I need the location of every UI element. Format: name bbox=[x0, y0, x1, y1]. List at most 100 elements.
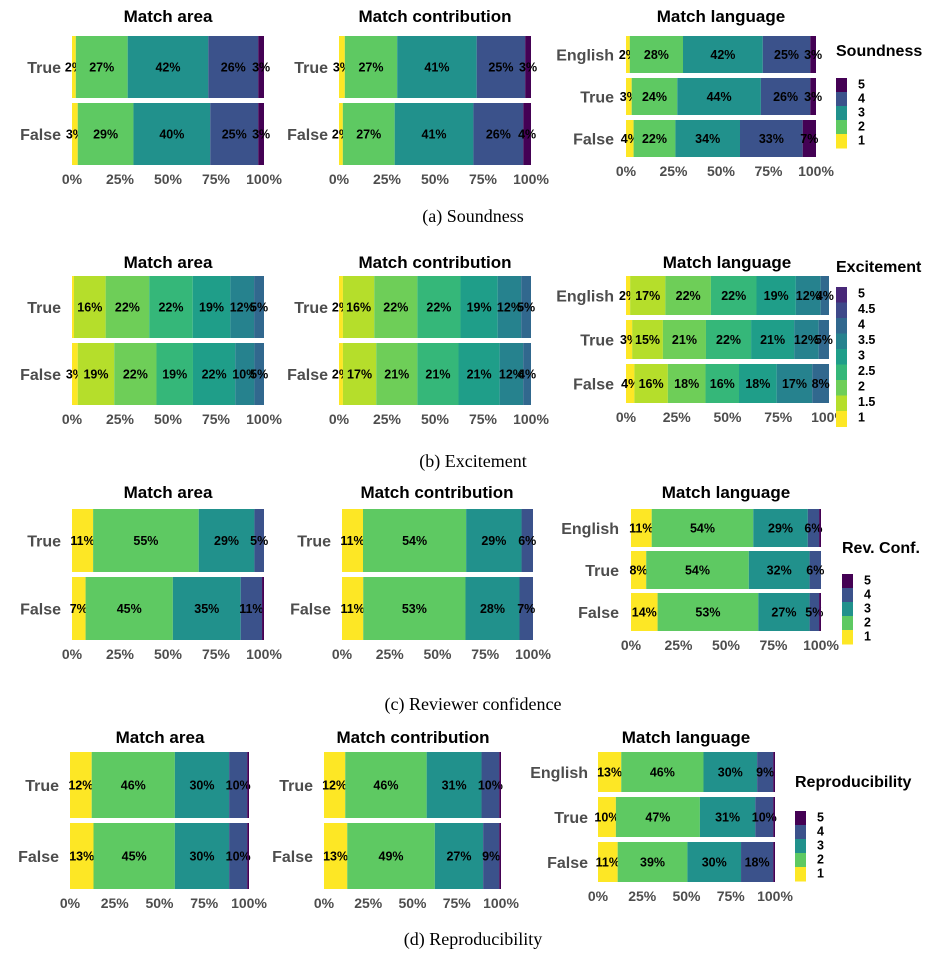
bar-segment bbox=[347, 823, 435, 889]
row-label: English bbox=[556, 48, 614, 65]
bar-segment bbox=[710, 276, 757, 315]
segment-label: 19% bbox=[83, 368, 108, 382]
panel-title: Match language bbox=[662, 483, 790, 502]
bar-segment bbox=[615, 797, 700, 837]
x-tick-label: 50% bbox=[421, 171, 450, 187]
x-tick-label: 100% bbox=[515, 646, 551, 662]
bar-segment bbox=[254, 509, 264, 572]
segment-label: 9% bbox=[756, 766, 774, 780]
bar-segment bbox=[342, 343, 377, 405]
legend-swatch bbox=[836, 349, 847, 365]
legend-swatch bbox=[836, 92, 847, 107]
bar-segment bbox=[741, 842, 774, 882]
legend-label: 1.5 bbox=[858, 395, 875, 409]
bar-segment bbox=[699, 797, 756, 837]
row-label: True bbox=[279, 778, 313, 795]
bar-segment bbox=[240, 577, 263, 640]
segment-label: 4% bbox=[518, 128, 536, 142]
legend-title: Soundness bbox=[836, 43, 922, 60]
segment-label: 16% bbox=[77, 301, 102, 315]
legend-label: 1 bbox=[817, 867, 824, 881]
x-tick-label: 75% bbox=[754, 163, 783, 179]
legend-swatch bbox=[836, 106, 847, 121]
x-tick-label: 25% bbox=[101, 895, 130, 911]
bar-segment bbox=[473, 103, 524, 165]
segment-label: 46% bbox=[121, 779, 146, 793]
legend-title: Rev. Conf. bbox=[842, 540, 920, 557]
bar-row: False 7% 45% 35% 11% bbox=[20, 577, 264, 640]
bar-segment bbox=[174, 823, 230, 889]
x-tick-label: 25% bbox=[373, 411, 402, 427]
segment-label: 16% bbox=[346, 301, 371, 315]
segment-label: 5% bbox=[250, 301, 268, 315]
bar-row: False 3% 19% 22% 19% 22% 10%5% bbox=[20, 343, 268, 405]
bar-segment bbox=[70, 752, 92, 818]
bar-segment bbox=[262, 577, 264, 640]
segment-label: 13% bbox=[323, 850, 348, 864]
x-tick-label: 75% bbox=[202, 411, 231, 427]
segment-label: 31% bbox=[715, 811, 740, 825]
bar-segment bbox=[476, 36, 526, 98]
bar-segment bbox=[626, 120, 634, 157]
panel-title: Match contribution bbox=[359, 7, 512, 26]
row-label: False bbox=[287, 127, 328, 144]
bar-segment bbox=[483, 823, 500, 889]
segment-label: 13% bbox=[597, 766, 622, 780]
legend-label: 3 bbox=[858, 106, 865, 120]
bar-segment bbox=[756, 276, 796, 315]
legend-label: 5 bbox=[858, 287, 865, 301]
panel: Match language English 11% 54% 29% 6% True 8% 54… bbox=[561, 483, 839, 653]
x-tick-label: 100% bbox=[803, 637, 839, 653]
x-tick-label: 0% bbox=[616, 409, 637, 425]
bar-segment bbox=[376, 343, 418, 405]
panel-title: Match contribution bbox=[359, 253, 512, 272]
bar-segment bbox=[739, 364, 777, 403]
segment-label: 10% bbox=[478, 779, 503, 793]
segment-label: 7% bbox=[517, 602, 535, 616]
segment-label: 49% bbox=[379, 850, 404, 864]
legend-label: 4 bbox=[817, 825, 824, 839]
segment-label: 45% bbox=[117, 602, 142, 616]
bar-row: False 4% 16% 18% 16% 18% 17% 8% bbox=[573, 364, 830, 403]
bar-segment bbox=[235, 343, 255, 405]
legend-label: 5 bbox=[858, 78, 865, 92]
bar-segment bbox=[93, 823, 175, 889]
x-tick-label: 50% bbox=[712, 637, 741, 653]
segment-label: 6% bbox=[806, 564, 824, 578]
bar-row: False 2%17% 21% 21% 21% 12%4% bbox=[287, 343, 536, 405]
bar-segment bbox=[72, 36, 76, 98]
bar-segment bbox=[675, 120, 740, 157]
bar-segment bbox=[499, 823, 501, 889]
x-tick-label: 0% bbox=[60, 895, 81, 911]
segment-label: 45% bbox=[122, 850, 147, 864]
segment-label: 4% bbox=[816, 289, 834, 303]
row-label: True bbox=[554, 810, 588, 827]
x-tick-label: 100% bbox=[231, 895, 267, 911]
bar-row: True 12% 46% 30% 10% bbox=[25, 752, 251, 818]
bar-segment bbox=[651, 509, 754, 547]
legend-label: 1 bbox=[858, 134, 865, 148]
bar-segment bbox=[626, 36, 630, 73]
panel-title: Match area bbox=[124, 7, 213, 26]
bar-segment bbox=[342, 577, 364, 640]
segment-label: 21% bbox=[467, 368, 492, 382]
x-tick-label: 50% bbox=[154, 171, 183, 187]
segment-label: 19% bbox=[199, 301, 224, 315]
legend-swatch bbox=[795, 853, 806, 868]
segment-label: 27% bbox=[356, 128, 381, 142]
figure-caption: (b) Excitement bbox=[419, 451, 526, 472]
x-tick-label: 50% bbox=[145, 895, 174, 911]
x-tick-label: 25% bbox=[106, 646, 135, 662]
legend-label: 1 bbox=[864, 630, 871, 644]
legend-swatch bbox=[795, 811, 806, 826]
figure-caption: (c) Reviewer confidence bbox=[385, 694, 562, 715]
bar-segment bbox=[598, 752, 622, 792]
x-tick-label: 25% bbox=[373, 171, 402, 187]
bar-segment bbox=[258, 36, 264, 98]
legend-swatch bbox=[836, 120, 847, 135]
x-tick-label: 100% bbox=[483, 895, 519, 911]
segment-label: 24% bbox=[642, 90, 667, 104]
segment-label: 22% bbox=[202, 368, 227, 382]
bar-segment bbox=[705, 364, 740, 403]
